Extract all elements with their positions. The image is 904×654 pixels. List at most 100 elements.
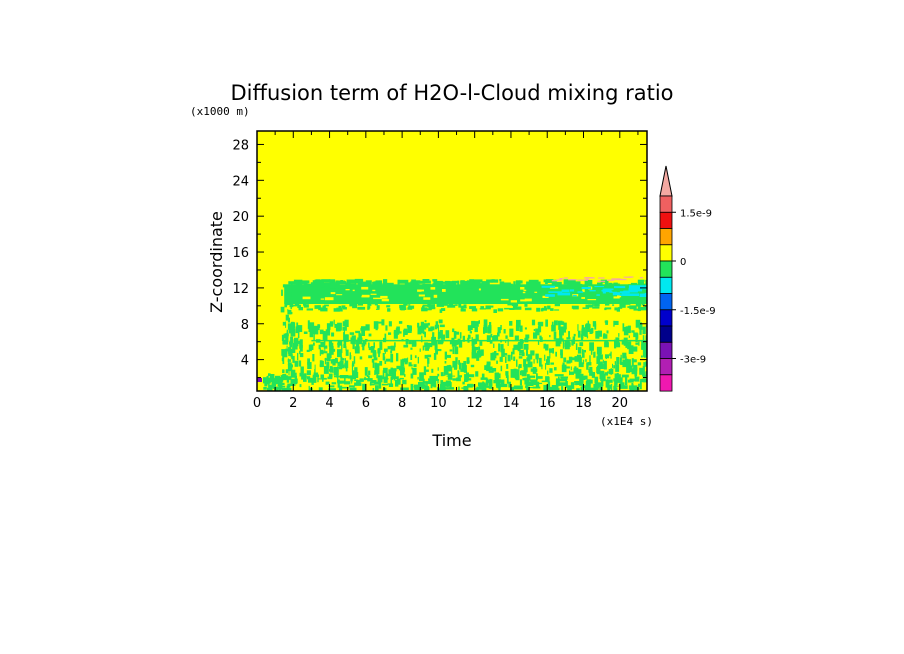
speckle-mark [385,325,388,331]
speckle-mark [530,381,538,385]
speckle-mark [533,358,535,364]
speckle-mark [569,371,574,375]
speckle-mark [605,379,613,383]
speckle-mark [352,344,355,350]
speckle-mark [551,385,559,389]
speckle-mark [568,356,573,363]
speckle-mark [278,385,286,388]
speckle-mark [388,332,392,335]
cyan-patch [640,293,646,297]
colorbar-arrow [659,165,673,197]
speckle-mark [645,335,647,344]
speckle-mark [537,326,542,333]
speckle-mark [577,347,582,354]
cloud-band-edge [374,281,380,284]
cloud-band-edge [504,307,510,310]
speckle-mark [466,374,475,378]
cloud-band-edge [513,281,516,286]
speckle-mark [455,357,458,365]
speckle-mark [620,361,623,365]
speckle-mark [413,386,418,388]
speckle-mark [631,330,635,333]
cloud-band-edge [343,307,347,310]
speckle-mark [619,357,622,365]
speckle-mark [488,370,494,373]
speckle-mark [427,354,432,358]
cloud-band-edge [360,283,362,288]
speckle-mark [604,372,608,376]
speckle-mark [620,385,628,389]
cloud-band-edge [490,284,498,289]
speckle-mark [536,358,539,364]
speckle-mark [358,332,361,336]
cloud-band-edge [426,308,432,310]
cloud-band-edge [296,282,300,288]
cloud-band-edge [282,357,285,364]
cloud-band-edge [321,279,331,283]
speckle-mark [345,334,348,342]
speckle-mark [549,368,553,373]
speckle-mark [459,332,462,339]
speckle-mark [334,375,341,378]
speckle-mark [516,319,521,328]
cloud-band-edge [470,302,476,304]
speckle-mark [332,362,335,365]
speckle-mark [584,387,593,391]
speckle-mark [345,346,347,351]
speckle-mark [498,383,508,388]
speckle-mark [385,358,391,362]
speckle-mark [563,322,567,330]
cyan-patch [619,294,632,296]
speckle-mark [555,351,557,357]
fringe-mark [639,277,643,279]
y-tick-label: 12 [232,282,249,297]
speckle-mark [299,339,303,348]
speckle-mark [313,325,319,335]
speckle-mark [439,324,445,328]
speckle-mark [629,365,633,373]
cloud-band-edge [460,308,466,312]
cloud-band-edge [285,375,288,378]
cloud-band-edge [287,303,291,305]
colorbar-swatch [659,374,673,392]
cloud-band-edge [288,281,297,285]
cloud-band-edge [341,305,346,309]
speckle-mark [325,329,331,336]
speckle-mark [478,383,483,390]
speckle-mark [352,387,357,391]
speckle-mark [628,335,630,338]
speckle-mark [311,380,314,385]
speckle-mark [387,374,393,377]
speckle-mark [489,341,493,344]
cloud-band-edge [286,345,288,350]
colorbar-label: 1.5e-9 [680,208,712,219]
cloud-band-edge [497,308,504,312]
speckle-mark [398,366,404,371]
speckle-mark [377,376,386,379]
speckle-mark [561,364,567,373]
fringe-mark [606,279,615,281]
cloud-band-edge [499,281,505,285]
cloud-band-gap [587,299,597,301]
speckle-mark [272,385,276,389]
speckle-mark [409,326,412,332]
speckle-mark [281,334,285,341]
speckle-mark [440,372,444,377]
speckle-mark [454,331,460,335]
x-tick-label: 0 [253,396,261,411]
y-axis-unit: (x1000 m) [190,105,250,118]
y-axis-label: Z-coordinate [207,211,226,313]
cloud-band-edge [287,359,291,362]
cloud-band-edge [285,297,287,302]
speckle-mark [633,332,638,338]
cloud-band-edge [528,279,539,284]
cloud-band-edge [542,307,547,311]
cloud-band-edge [592,306,600,309]
speckle-mark [533,382,538,385]
speckle-mark [325,381,330,385]
cloud-band-edge [367,303,372,306]
speckle-mark [279,379,283,383]
cloud-band-edge [486,279,493,283]
speckle-mark [641,355,643,358]
cloud-band-edge [399,279,409,284]
